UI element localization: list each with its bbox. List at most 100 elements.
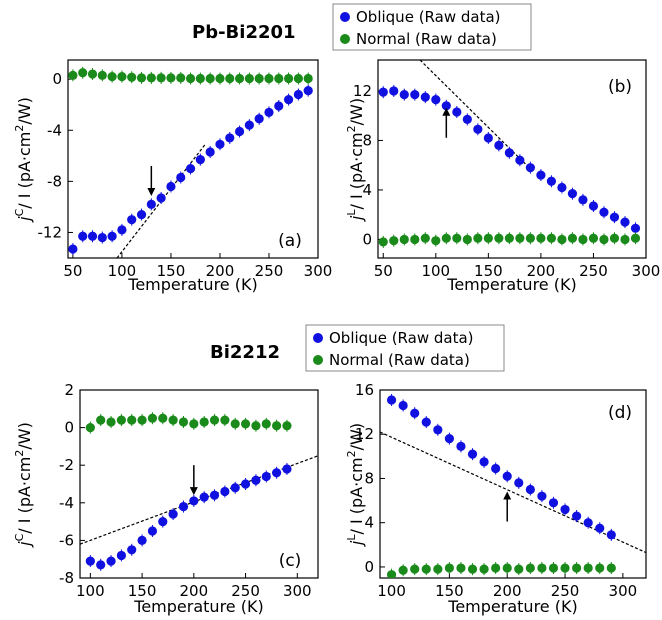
point-d-normal-7 <box>467 564 478 574</box>
point-c-oblique-3 <box>116 550 126 561</box>
x-tick-label-a-200: 200 <box>206 262 235 280</box>
y-tick-label-c--8: -8 <box>59 569 74 587</box>
point-c-oblique-9 <box>178 501 189 512</box>
plot-area-b <box>378 60 641 248</box>
point-b-oblique-6 <box>441 101 451 111</box>
legend-top-oblique-label: Oblique (Raw data) <box>356 8 501 26</box>
point-d-oblique-18 <box>595 523 605 533</box>
point-d-oblique-19 <box>606 530 616 540</box>
point-a-oblique-18 <box>244 120 254 130</box>
point-a-normal-8 <box>146 73 156 83</box>
x-tick-label-b-50: 50 <box>374 262 393 280</box>
point-d-oblique-14 <box>548 498 559 508</box>
point-a-oblique-8 <box>146 199 156 209</box>
point-b-normal-8 <box>462 234 472 245</box>
point-a-normal-15 <box>215 73 225 84</box>
panel-b: 50 100 150 200 250 300 0 4 8 12 Temperature (K) jL/… <box>345 59 661 294</box>
point-a-oblique-16 <box>225 133 235 143</box>
x-tick-label-d-100: 100 <box>377 582 406 600</box>
x-tick-label-a-50: 50 <box>63 262 82 280</box>
point-b-oblique-11 <box>494 140 504 150</box>
point-b-normal-12 <box>504 233 514 243</box>
y-tick-label-a--8: -8 <box>47 172 62 190</box>
x-tick-label-c-100: 100 <box>76 582 105 600</box>
point-b-oblique-17 <box>557 182 567 193</box>
legend-bottom-oblique-label: Oblique (Raw data) <box>329 329 474 347</box>
point-c-normal-15 <box>240 419 251 429</box>
point-c-normal-2 <box>106 417 116 427</box>
point-c-normal-9 <box>178 417 189 427</box>
point-c-oblique-7 <box>158 517 168 527</box>
x-axis-label-a: Temperature (K) <box>127 275 257 294</box>
point-c-oblique-19 <box>282 464 292 474</box>
point-c-oblique-16 <box>251 475 261 485</box>
x-tick-label-d-150: 150 <box>435 582 464 600</box>
point-a-oblique-4 <box>107 231 117 241</box>
point-c-oblique-8 <box>168 509 178 519</box>
x-tick-label-b-300: 300 <box>632 262 661 280</box>
point-b-oblique-0 <box>378 87 388 97</box>
point-b-oblique-9 <box>473 124 483 134</box>
point-d-normal-5 <box>444 563 454 573</box>
point-b-normal-2 <box>399 234 409 245</box>
point-a-normal-22 <box>283 73 294 84</box>
point-a-oblique-10 <box>166 181 176 192</box>
point-a-normal-4 <box>107 72 117 82</box>
point-b-oblique-16 <box>546 176 557 186</box>
legend-top-frame <box>332 3 532 51</box>
point-b-oblique-14 <box>525 163 535 173</box>
point-a-oblique-6 <box>127 215 137 225</box>
legend-bottom: Oblique (Raw data) Normal (Raw data) <box>305 324 505 372</box>
point-b-oblique-3 <box>410 90 420 100</box>
legend-top-oblique-marker <box>340 12 350 22</box>
point-b-normal-23 <box>620 234 630 245</box>
point-a-oblique-2 <box>87 231 98 241</box>
point-b-oblique-1 <box>389 86 399 96</box>
point-a-oblique-9 <box>156 193 166 203</box>
point-d-oblique-7 <box>467 449 478 459</box>
y-tick-label-a--12: -12 <box>38 223 63 241</box>
point-a-oblique-7 <box>136 209 147 220</box>
point-b-oblique-12 <box>504 148 514 158</box>
point-d-oblique-5 <box>444 434 454 444</box>
point-a-normal-7 <box>136 73 147 83</box>
y-axis-label-c: jC/ I (pA·cm2/W) <box>13 422 34 548</box>
x-tick-label-c-150: 150 <box>128 582 157 600</box>
point-a-oblique-19 <box>254 114 264 124</box>
point-c-oblique-17 <box>261 471 271 482</box>
point-b-oblique-7 <box>452 107 462 117</box>
point-b-oblique-10 <box>483 133 493 143</box>
point-b-normal-7 <box>452 233 462 243</box>
point-b-normal-6 <box>441 233 451 243</box>
point-d-normal-10 <box>502 563 512 573</box>
point-c-normal-17 <box>261 419 271 429</box>
point-b-normal-1 <box>389 236 399 246</box>
plot-area-a <box>68 66 313 258</box>
point-a-normal-11 <box>176 73 186 83</box>
point-b-oblique-23 <box>620 217 630 227</box>
point-c-normal-5 <box>137 415 147 425</box>
point-b-normal-18 <box>567 233 578 243</box>
point-c-oblique-15 <box>240 479 251 489</box>
point-a-oblique-23 <box>293 89 303 100</box>
point-a-normal-20 <box>264 73 274 84</box>
x-tick-label-c-250: 250 <box>231 582 260 600</box>
point-d-normal-12 <box>525 563 535 573</box>
point-c-normal-12 <box>209 415 220 425</box>
point-b-oblique-19 <box>578 195 588 205</box>
point-b-oblique-20 <box>588 201 599 211</box>
point-c-oblique-11 <box>199 492 209 502</box>
point-c-normal-10 <box>189 419 199 429</box>
fit-line-c <box>80 455 318 545</box>
x-tick-label-d-300: 300 <box>609 582 638 600</box>
point-a-oblique-21 <box>274 101 284 111</box>
point-a-normal-9 <box>156 73 166 83</box>
point-b-oblique-13 <box>515 155 525 165</box>
point-a-oblique-11 <box>176 172 186 183</box>
point-c-oblique-5 <box>137 535 147 546</box>
point-a-normal-19 <box>254 73 264 84</box>
x-tick-label-b-100: 100 <box>421 262 450 280</box>
point-d-normal-8 <box>479 564 489 574</box>
point-d-normal-11 <box>514 564 524 574</box>
point-a-oblique-3 <box>97 232 107 243</box>
